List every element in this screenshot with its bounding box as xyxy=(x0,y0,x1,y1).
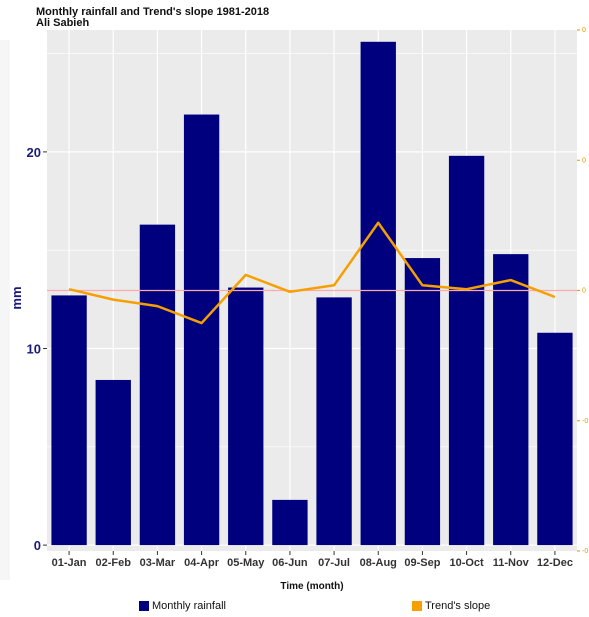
y-tick-labels: 0 10 20 xyxy=(27,145,47,553)
legend-swatch-rainfall xyxy=(139,601,149,611)
x-tick-label: 04-Apr xyxy=(184,557,220,569)
x-tick-label: 06-Jun xyxy=(272,557,308,569)
chart-title: Monthly rainfall and Trend's slope 1981-… xyxy=(36,6,270,18)
y-axis-title: mm xyxy=(9,286,24,309)
chart-subtitle: Ali Sabieh xyxy=(36,17,90,29)
y2-tick-label: -0 xyxy=(582,548,588,555)
bar xyxy=(448,155,485,546)
legend-swatch-trend xyxy=(412,601,422,611)
bar xyxy=(360,41,396,546)
y-tick-label: 20 xyxy=(27,145,41,160)
bar xyxy=(183,114,220,546)
bar xyxy=(537,332,573,546)
x-tick-label: 09-Sep xyxy=(404,557,440,569)
x-tick-label: 07-Jul xyxy=(318,557,350,569)
y2-tick-label: 0 xyxy=(582,27,586,34)
x-tick-label: 10-Oct xyxy=(449,557,484,569)
bar xyxy=(404,258,441,546)
y2-tick-label: 0 xyxy=(582,157,586,164)
legend-label-rainfall: Monthly rainfall xyxy=(152,600,226,612)
legend-label-trend: Trend's slope xyxy=(425,600,491,612)
y-tick-label: 10 xyxy=(27,341,41,356)
bar xyxy=(95,379,131,546)
x-tick-label: 12-Dec xyxy=(537,557,573,569)
y-tick-label: 0 xyxy=(34,538,41,553)
x-axis-title: Time (month) xyxy=(280,581,343,592)
trend-line xyxy=(68,221,556,325)
x-tick-label: 01-Jan xyxy=(52,557,87,569)
x-tick-label: 11-Nov xyxy=(493,557,530,569)
y2-tick-label: 0 xyxy=(582,288,586,295)
trend-line-layer xyxy=(68,221,556,325)
left-edge-strip xyxy=(0,40,10,580)
y2-tick-label: -0 xyxy=(582,418,588,425)
x-tick-label: 08-Aug xyxy=(360,557,397,569)
x-tick-label: 02-Feb xyxy=(96,557,132,569)
bar xyxy=(228,287,264,546)
chart-canvas: 01-Jan 02-Feb 03-Mar 04-Apr 05-May 06-Jun 07-J… xyxy=(9,27,588,592)
bar xyxy=(51,295,87,546)
bar xyxy=(139,224,176,546)
x-tick-labels: 01-Jan 02-Feb 03-Mar 04-Apr 05-May 06-Jun 07-J… xyxy=(52,551,573,569)
x-tick-label: 05-May xyxy=(227,557,265,569)
bar xyxy=(316,297,352,546)
legend-item-trend: Trend's slope xyxy=(412,600,490,612)
y2-tick-labels: -0 -0 0 0 0 xyxy=(577,27,588,555)
bars xyxy=(51,41,573,546)
bar xyxy=(272,499,308,546)
bar xyxy=(493,254,529,546)
legend-item-rainfall: Monthly rainfall xyxy=(139,600,226,612)
chart-titles: Monthly rainfall and Trend's slope 1981-… xyxy=(36,7,269,29)
legend: Monthly rainfall Trend's slope xyxy=(0,600,589,616)
x-tick-label: 03-Mar xyxy=(140,557,176,569)
